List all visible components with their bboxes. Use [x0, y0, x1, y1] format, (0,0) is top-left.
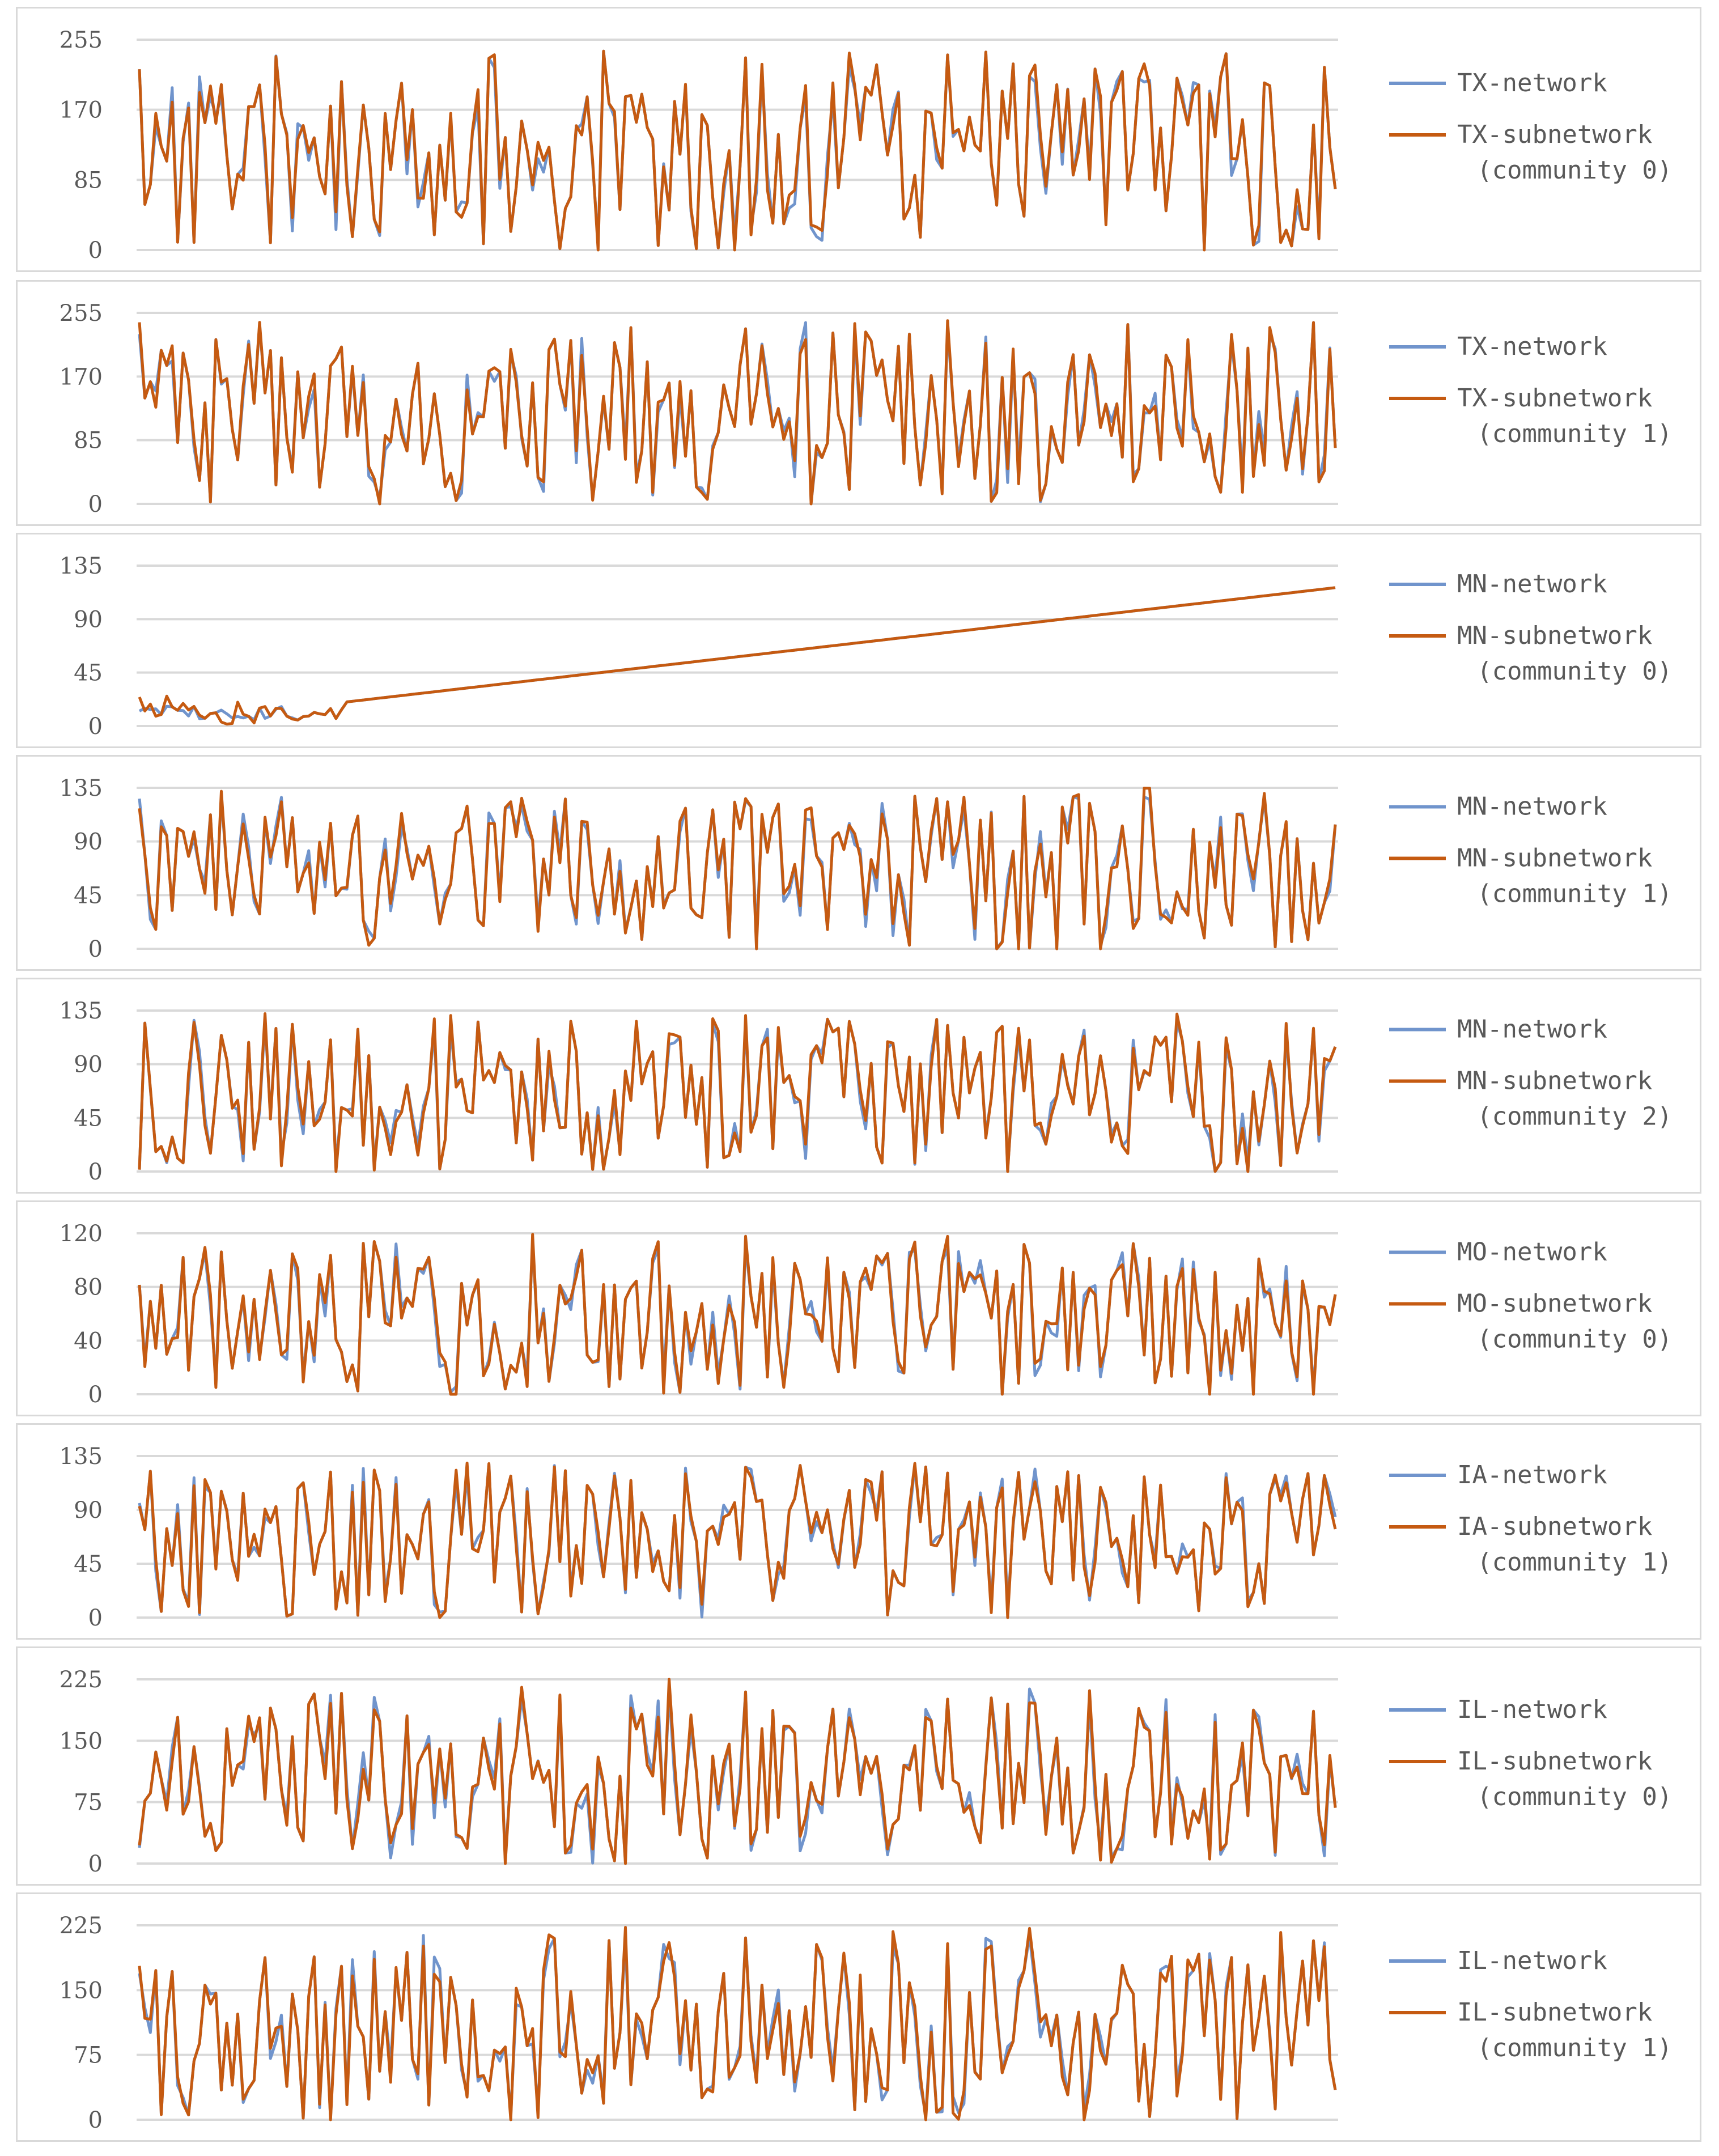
y-tick-label: 225 — [60, 1913, 103, 1939]
chart-svg: 135 90 45 0 MN-network MN-subnetwork (communit… — [60, 775, 1673, 962]
y-tick-label: 0 — [88, 2107, 103, 2133]
legend-subnetwork-label: IL-subnetwork — [1457, 1747, 1652, 1776]
legend-network-label: TX-network — [1457, 332, 1607, 361]
subnetwork-series-line — [138, 49, 1337, 252]
chart-svg: 225 150 75 0 IL-network IL-subnetwork (communi… — [60, 1667, 1673, 1877]
legend-network-label: IL-network — [1457, 1695, 1607, 1724]
y-tick-label: 90 — [74, 606, 103, 633]
y-tick-label: 80 — [74, 1275, 103, 1301]
legend-network-label: TX-network — [1457, 69, 1607, 97]
chart-panel: 135 90 45 0 MN-network MN-subnetwork (communit… — [16, 533, 1701, 748]
legend-subnetwork-label: MN-subnetwork — [1457, 844, 1652, 873]
y-tick-label: 90 — [74, 829, 103, 855]
legend-community-label: (community 1) — [1477, 419, 1672, 448]
subnetwork-series-line — [138, 1233, 1337, 1396]
chart-panel: 225 150 75 0 IL-network IL-subnetwork (communi… — [16, 1646, 1701, 1886]
legend-network-label: MN-network — [1457, 570, 1607, 599]
legend-network-label: MN-network — [1457, 1015, 1607, 1044]
legend-network-label: IA-network — [1457, 1461, 1607, 1489]
legend-community-label: (community 2) — [1477, 1102, 1672, 1131]
legend-community-label: (community 1) — [1477, 880, 1672, 909]
legend-community-label: (community 0) — [1477, 156, 1672, 185]
y-tick-label: 85 — [74, 428, 103, 454]
chart-svg: 135 90 45 0 IA-network IA-subnetwork (communit… — [60, 1444, 1673, 1631]
subnetwork-series-line — [138, 1926, 1337, 2121]
y-tick-label: 135 — [60, 998, 103, 1024]
legend-subnetwork-label: MN-subnetwork — [1457, 621, 1652, 650]
y-tick-label: 150 — [60, 1728, 103, 1754]
subnetwork-series-line — [138, 586, 1336, 726]
y-tick-label: 170 — [60, 364, 103, 390]
y-tick-label: 45 — [74, 1105, 103, 1131]
legend-subnetwork-label: TX-subnetwork — [1457, 120, 1652, 149]
chart-svg: 135 90 45 0 MN-network MN-subnetwork (communit… — [60, 553, 1673, 740]
legend-network-label: IL-network — [1457, 1946, 1607, 1975]
legend-subnetwork-label: IA-subnetwork — [1457, 1512, 1652, 1541]
y-tick-label: 45 — [74, 882, 103, 909]
y-tick-label: 170 — [60, 97, 103, 124]
legend-community-label: (community 1) — [1477, 1548, 1672, 1577]
chart-panel: 255 170 85 0 TX-network TX-subnetwork (communi… — [16, 280, 1701, 526]
y-tick-label: 120 — [60, 1221, 103, 1247]
legend-subnetwork-label: TX-subnetwork — [1457, 384, 1652, 413]
legend-community-label: (community 0) — [1477, 1782, 1672, 1811]
legend-subnetwork-label: MO-subnetwork — [1457, 1289, 1652, 1318]
y-tick-label: 40 — [74, 1328, 103, 1354]
subnetwork-series-line — [138, 787, 1337, 950]
legend-network-label: MN-network — [1457, 792, 1607, 821]
chart-panel: 255 170 85 0 TX-network TX-subnetwork (communi… — [16, 7, 1701, 272]
y-tick-label: 75 — [74, 2043, 103, 2069]
y-tick-label: 0 — [88, 1159, 103, 1185]
y-tick-label: 150 — [60, 1977, 103, 2004]
y-tick-label: 255 — [60, 27, 103, 53]
y-tick-label: 0 — [88, 1605, 103, 1631]
legend-subnetwork-label: IL-subnetwork — [1457, 1998, 1652, 2027]
subnetwork-series-line — [138, 1678, 1337, 1865]
legend-community-label: (community 1) — [1477, 2034, 1672, 2062]
chart-panel: 120 80 40 0 MO-network MO-subnetwork (communit… — [16, 1200, 1701, 1416]
y-tick-label: 0 — [88, 491, 103, 517]
y-tick-label: 0 — [88, 714, 103, 740]
y-tick-label: 135 — [60, 775, 103, 801]
y-tick-label: 90 — [74, 1497, 103, 1523]
y-tick-label: 225 — [60, 1667, 103, 1693]
chart-svg: 225 150 75 0 IL-network IL-subnetwork (communi… — [60, 1913, 1673, 2133]
y-tick-label: 90 — [74, 1052, 103, 1078]
chart-svg: 135 90 45 0 MN-network MN-subnetwork (communit… — [60, 998, 1673, 1185]
chart-svg: 120 80 40 0 MO-network MO-subnetwork (communit… — [60, 1221, 1673, 1408]
subnetwork-series-line — [138, 319, 1337, 506]
legend-community-label: (community 0) — [1477, 657, 1672, 686]
chart-panel: 135 90 45 0 IA-network IA-subnetwork (communit… — [16, 1423, 1701, 1640]
network-series-line — [138, 1017, 1337, 1173]
y-tick-label: 85 — [74, 167, 103, 193]
y-tick-label: 255 — [60, 300, 103, 326]
y-tick-label: 135 — [60, 1444, 103, 1470]
legend-subnetwork-label: MN-subnetwork — [1457, 1067, 1652, 1096]
y-tick-label: 0 — [88, 1382, 103, 1408]
y-tick-label: 0 — [88, 936, 103, 962]
y-tick-label: 45 — [74, 660, 103, 686]
y-tick-label: 45 — [74, 1551, 103, 1577]
y-tick-label: 0 — [88, 1851, 103, 1877]
y-tick-label: 0 — [88, 237, 103, 264]
chart-panel: 135 90 45 0 MN-network MN-subnetwork (communit… — [16, 755, 1701, 971]
legend-network-label: MO-network — [1457, 1238, 1607, 1267]
legend-community-label: (community 0) — [1477, 1325, 1672, 1354]
y-tick-label: 75 — [74, 1790, 103, 1816]
y-tick-label: 135 — [60, 553, 103, 579]
chart-panel: 225 150 75 0 IL-network IL-subnetwork (communi… — [16, 1892, 1701, 2142]
chart-svg: 255 170 85 0 TX-network TX-subnetwork (communi… — [60, 300, 1673, 517]
subnetwork-series-line — [138, 1461, 1337, 1619]
chart-svg: 255 170 85 0 TX-network TX-subnetwork (communi… — [60, 27, 1673, 264]
subnetwork-series-line — [138, 1012, 1337, 1173]
chart-panel: 135 90 45 0 MN-network MN-subnetwork (communit… — [16, 978, 1701, 1194]
